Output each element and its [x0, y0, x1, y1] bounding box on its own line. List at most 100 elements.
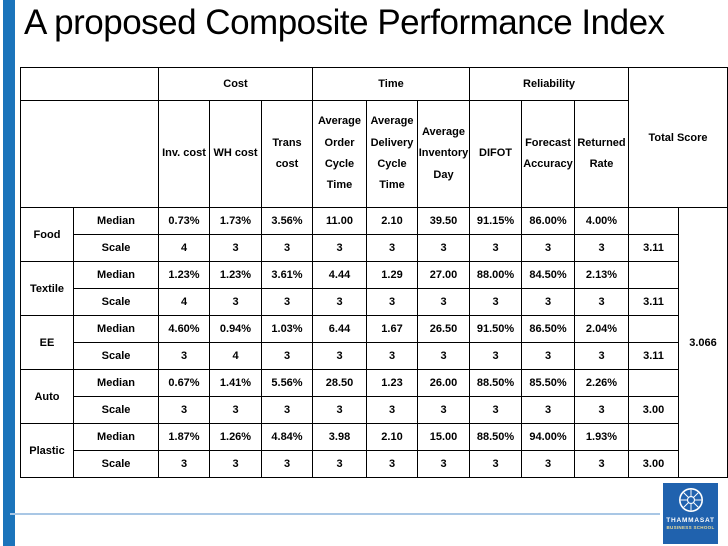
- median-cell: 15.00: [417, 423, 470, 451]
- median-cell: 1.41%: [209, 369, 262, 397]
- scale-cell: 3: [469, 396, 522, 424]
- scale-cell: 3: [209, 288, 262, 316]
- header-spacer: [20, 67, 159, 101]
- median-cell: 4.84%: [261, 423, 313, 451]
- median-cell: 2.04%: [574, 315, 629, 343]
- median-cell: 94.00%: [521, 423, 575, 451]
- scale-cell: 3: [574, 288, 629, 316]
- scale-cell: 3: [366, 450, 418, 478]
- median-cell: 2.26%: [574, 369, 629, 397]
- col-header-difot: DIFOT: [469, 100, 522, 208]
- median-cell: 88.50%: [469, 423, 522, 451]
- median-cell: 91.15%: [469, 207, 522, 235]
- row-label-median: Median: [73, 261, 159, 289]
- scale-cell: 3: [158, 396, 210, 424]
- performance-table: Cost Time Reliability Total Score Inv. c…: [20, 67, 728, 478]
- col-header-avg-inventory-day: Average Inventory Day: [417, 100, 470, 208]
- total-score-empty-cell: [628, 423, 679, 451]
- median-cell: 4.00%: [574, 207, 629, 235]
- col-header-forecast-accuracy: Forecast Accuracy: [521, 100, 575, 208]
- header-group-time: Time: [312, 67, 470, 101]
- row-label-scale: Scale: [73, 396, 159, 424]
- scale-cell: 3: [366, 234, 418, 262]
- median-cell: 1.26%: [209, 423, 262, 451]
- median-cell: 1.73%: [209, 207, 262, 235]
- scale-cell: 3: [261, 342, 313, 370]
- median-cell: 4.60%: [158, 315, 210, 343]
- scale-cell: 3: [574, 450, 629, 478]
- median-cell: 1.67: [366, 315, 418, 343]
- median-cell: 5.56%: [261, 369, 313, 397]
- scale-cell: 3: [521, 342, 575, 370]
- scale-cell: 3: [469, 450, 522, 478]
- median-cell: 86.50%: [521, 315, 575, 343]
- scale-cell: 3: [366, 396, 418, 424]
- col-header-trans-cost: Trans cost: [261, 100, 313, 208]
- scale-cell: 3: [521, 450, 575, 478]
- col-header-inv-cost: Inv. cost: [158, 100, 210, 208]
- median-cell: 0.73%: [158, 207, 210, 235]
- scale-cell: 3: [417, 396, 470, 424]
- total-score-empty-cell: [628, 207, 679, 235]
- col-header-avg-delivery-cycle-time: Average Delivery Cycle Time: [366, 100, 418, 208]
- logo-text-line2: BUSINESS SCHOOL: [666, 525, 715, 531]
- total-score-empty-cell: [628, 261, 679, 289]
- col-header-wh-cost: WH cost: [209, 100, 262, 208]
- scale-cell: 3: [417, 342, 470, 370]
- scale-cell: 3: [366, 342, 418, 370]
- sector-label-textile: Textile: [20, 261, 74, 316]
- scale-cell: 3: [312, 396, 367, 424]
- row-label-scale: Scale: [73, 234, 159, 262]
- scale-cell: 3: [521, 288, 575, 316]
- scale-cell: 3: [209, 234, 262, 262]
- median-cell: 28.50: [312, 369, 367, 397]
- median-cell: 88.00%: [469, 261, 522, 289]
- median-cell: 2.10: [366, 207, 418, 235]
- footer-divider-line: [10, 513, 660, 515]
- total-score-cell: 3.00: [628, 450, 679, 478]
- median-cell: 26.50: [417, 315, 470, 343]
- overall-score: 3.066: [678, 207, 728, 478]
- total-score-empty-cell: [628, 315, 679, 343]
- logo-text-line1: THAMMASAT: [666, 517, 715, 524]
- row-label-scale: Scale: [73, 342, 159, 370]
- scale-cell: 4: [209, 342, 262, 370]
- scale-cell: 3: [469, 342, 522, 370]
- scale-cell: 3: [158, 450, 210, 478]
- scale-cell: 3: [209, 450, 262, 478]
- scale-cell: 3: [158, 342, 210, 370]
- median-cell: 2.10: [366, 423, 418, 451]
- median-cell: 88.50%: [469, 369, 522, 397]
- median-cell: 1.23%: [209, 261, 262, 289]
- row-label-median: Median: [73, 315, 159, 343]
- row-label-median: Median: [73, 423, 159, 451]
- row-label-median: Median: [73, 207, 159, 235]
- median-cell: 91.50%: [469, 315, 522, 343]
- median-cell: 3.98: [312, 423, 367, 451]
- median-cell: 27.00: [417, 261, 470, 289]
- scale-cell: 3: [417, 234, 470, 262]
- median-cell: 0.67%: [158, 369, 210, 397]
- row-label-scale: Scale: [73, 288, 159, 316]
- median-cell: 4.44: [312, 261, 367, 289]
- header-spacer: [20, 100, 159, 208]
- scale-cell: 3: [312, 234, 367, 262]
- sector-label-auto: Auto: [20, 369, 74, 424]
- median-cell: 26.00: [417, 369, 470, 397]
- scale-cell: 3: [261, 396, 313, 424]
- scale-cell: 3: [469, 288, 522, 316]
- scale-cell: 3: [209, 396, 262, 424]
- median-cell: 1.93%: [574, 423, 629, 451]
- scale-cell: 3: [574, 342, 629, 370]
- median-cell: 86.00%: [521, 207, 575, 235]
- scale-cell: 3: [366, 288, 418, 316]
- median-cell: 3.61%: [261, 261, 313, 289]
- university-logo: THAMMASAT BUSINESS SCHOOL: [663, 483, 718, 544]
- total-score-empty-cell: [628, 369, 679, 397]
- sector-label-ee: EE: [20, 315, 74, 370]
- scale-cell: 3: [417, 288, 470, 316]
- median-cell: 11.00: [312, 207, 367, 235]
- total-score-cell: 3.00: [628, 396, 679, 424]
- row-label-scale: Scale: [73, 450, 159, 478]
- median-cell: 1.23: [366, 369, 418, 397]
